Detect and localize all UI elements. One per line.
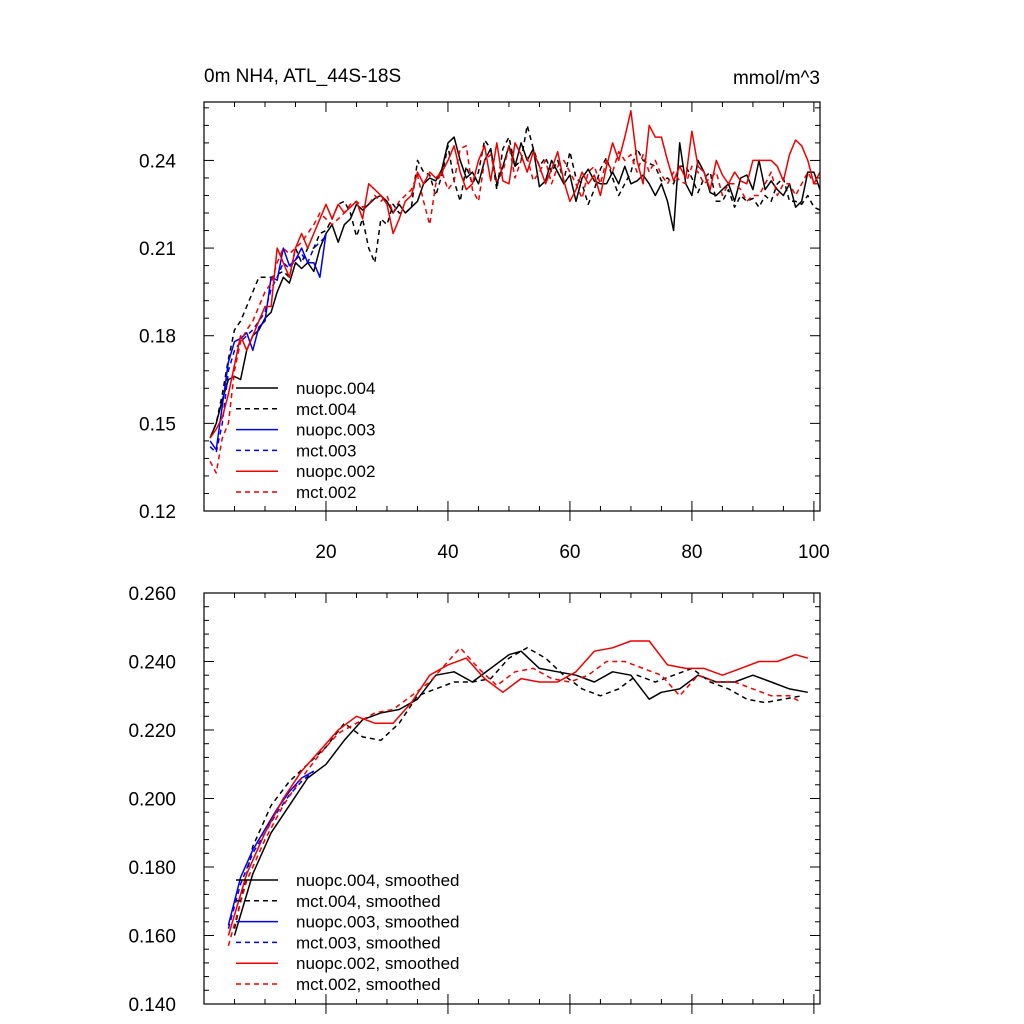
y-tick-label: 0.24 [139, 151, 176, 172]
legend-label: mct.004 [296, 400, 356, 419]
y-tick-label: 0.220 [128, 721, 176, 742]
legend-label: nuopc.002, smoothed [296, 954, 460, 973]
x-tick-label: 20 [315, 542, 336, 563]
bottom-series [227, 640, 809, 947]
y-tick-label: 0.260 [128, 584, 176, 605]
x-tick-label: 60 [559, 542, 580, 563]
legend-label: nuopc.004 [296, 379, 375, 398]
y-tick-label: 0.15 [139, 414, 176, 435]
legend-label: nuopc.003, smoothed [296, 913, 460, 932]
series-line-mct-004-smoothed [233, 647, 802, 929]
top-plot-frame [203, 101, 821, 512]
y-tick-label: 0.160 [128, 927, 176, 948]
legend-label: mct.003 [296, 441, 356, 460]
series-line-mct-002-smoothed [227, 647, 803, 947]
x-tick-label: 100 [798, 542, 830, 563]
y-tick-label: 0.21 [139, 239, 176, 260]
top-series [209, 110, 821, 474]
series-line-nuopc-002-smoothed [227, 640, 809, 936]
legend-label: mct.004, smoothed [296, 892, 441, 911]
y-tick-label: 0.240 [128, 653, 176, 674]
x-tick-label: 80 [681, 542, 702, 563]
chart-title-left: 0m NH4, ATL_44S-18S [204, 66, 401, 87]
bottom-panel: 0.140 0.160 0.180 0.200 0.220 0.240 0.260 nuop… [128, 584, 821, 1016]
x-tick-label: 40 [437, 542, 458, 563]
bottom-tick-labels: 0.140 0.160 0.180 0.200 0.220 0.240 0.260 [128, 584, 176, 1016]
legend-label: mct.002, smoothed [296, 975, 441, 994]
top-panel: 0m NH4, ATL_44S-18S mmol/m^3 0.120.150.1… [139, 66, 830, 563]
series-line-mct-003-smoothed [227, 770, 315, 929]
series-line-nuopc-002 [209, 110, 821, 439]
y-tick-label: 0.200 [128, 790, 176, 811]
y-tick-label: 0.180 [128, 858, 176, 879]
y-tick-label: 0.18 [139, 327, 176, 348]
y-tick-label: 0.12 [139, 502, 176, 523]
series-line-mct-003 [209, 235, 327, 454]
bottom-plot-frame [203, 592, 821, 1005]
series-line-mct-004 [209, 124, 821, 439]
chart-units-label: mmol/m^3 [733, 68, 820, 89]
legend-label: nuopc.004, smoothed [296, 871, 460, 890]
series-line-nuopc-004 [209, 136, 821, 439]
bottom-legend: nuopc.004, smoothed mct.004, smoothed nuop… [236, 871, 460, 994]
top-tick-labels: 0.12 0.15 0.18 0.21 0.24 20 40 60 80 100 [139, 151, 830, 563]
series-line-mct-002 [209, 145, 820, 474]
y-tick-label: 0.140 [128, 995, 176, 1016]
legend-label: nuopc.002 [296, 462, 375, 481]
legend-label: mct.002 [296, 483, 356, 502]
legend-label: nuopc.003 [296, 421, 375, 440]
legend-label: mct.003, smoothed [296, 933, 441, 952]
